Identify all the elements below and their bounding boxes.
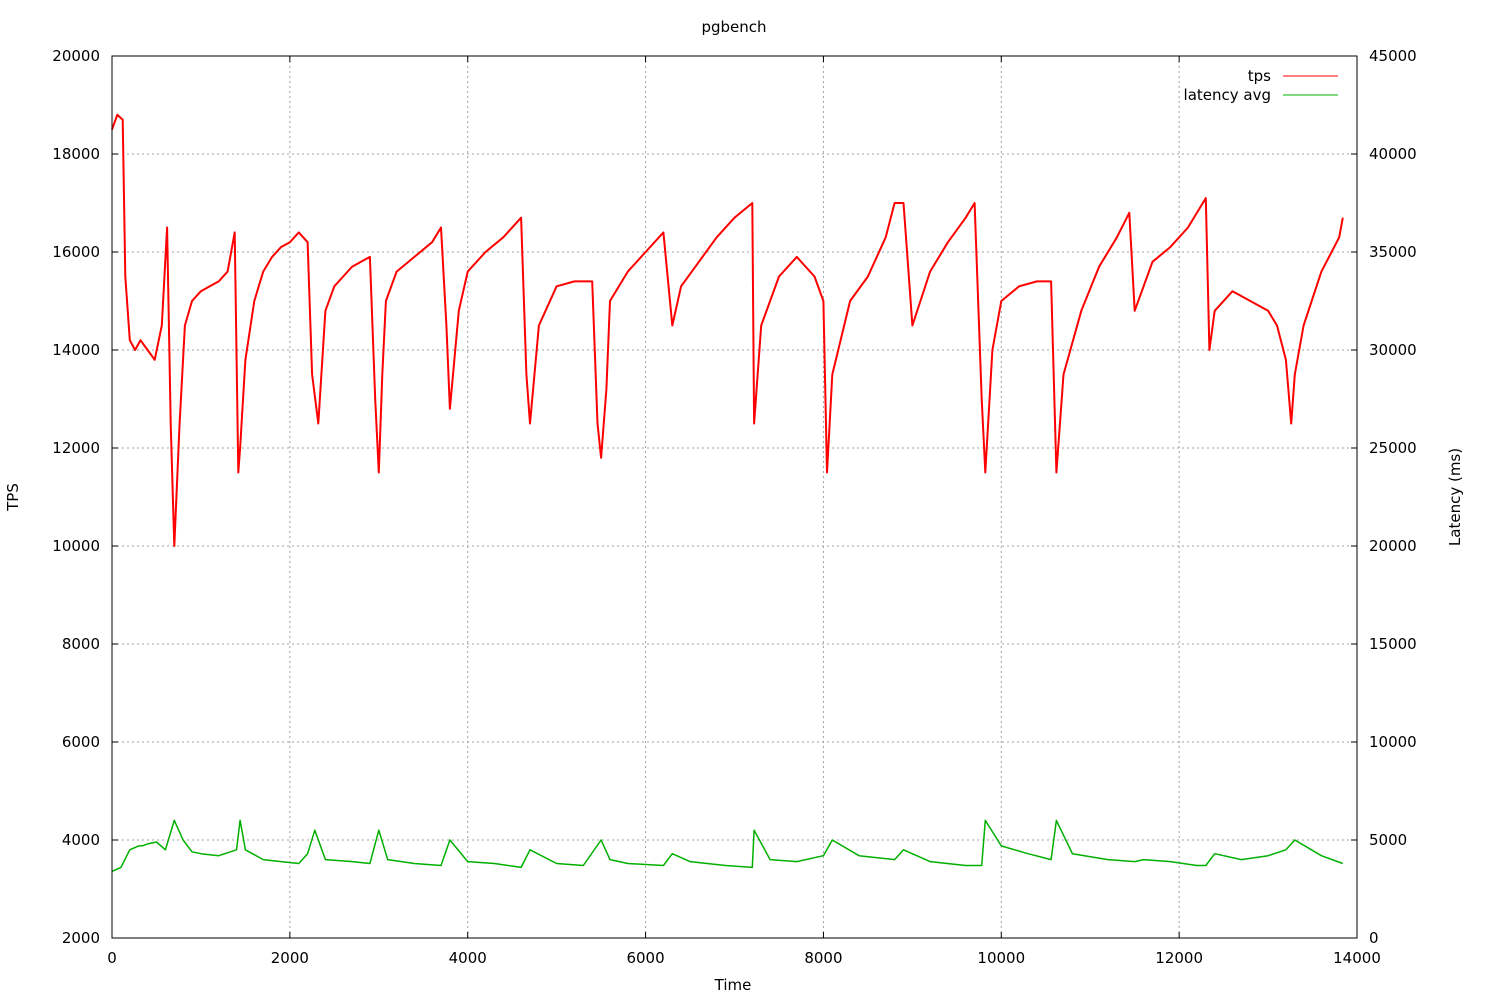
x-tick-label: 14000 [1333,949,1381,967]
y2-tick-label: 10000 [1369,733,1417,751]
y-tick-label: 8000 [62,635,100,653]
x-axis: 0 2000 4000 6000 8000 10000 12000 14000 [107,56,1381,967]
y-tick-label: 18000 [52,145,100,163]
y-tick-label: 10000 [52,537,100,555]
x-tick-label: 0 [107,949,117,967]
x-tick-label: 2000 [271,949,309,967]
x-tick-label: 4000 [449,949,487,967]
y2-tick-label: 0 [1369,929,1379,947]
y-tick-label: 6000 [62,733,100,751]
y-tick-label: 14000 [52,341,100,359]
plot-frame [111,55,1358,939]
grid-lines [112,56,1357,938]
y-axis-label: TPS [4,483,22,512]
y2-tick-label: 40000 [1369,145,1417,163]
y2-tick-label: 35000 [1369,243,1417,261]
y-axis-right: 0 5000 10000 15000 20000 25000 30000 35000 40000… [1351,47,1417,947]
y2-tick-label: 20000 [1369,537,1417,555]
x-tick-label: 10000 [977,949,1025,967]
y-tick-label: 20000 [52,47,100,65]
y2-tick-label: 5000 [1369,831,1407,849]
legend-label-latency: latency avg [1184,86,1271,104]
x-tick-label: 6000 [626,949,664,967]
x-axis-label: Time [714,976,752,994]
y2-axis-label: Latency (ms) [1446,448,1464,546]
series-line-tps [111,113,1344,547]
y-tick-label: 16000 [52,243,100,261]
legend-label-tps: tps [1248,67,1271,85]
legend: tps latency avg [1184,67,1338,104]
y-tick-label: 4000 [62,831,100,849]
y-axis-left: 2000 4000 6000 8000 10000 12000 14000 16000 1800… [52,47,118,947]
y-tick-label: 2000 [62,929,100,947]
y-tick-label: 12000 [52,439,100,457]
y2-tick-label: 15000 [1369,635,1417,653]
series-line-latency-avg [111,819,1344,873]
y2-tick-label: 45000 [1369,47,1417,65]
y2-tick-label: 25000 [1369,439,1417,457]
series-layer [111,113,1344,873]
x-tick-label: 12000 [1155,949,1203,967]
chart-title: pgbench [701,18,766,36]
y2-tick-label: 30000 [1369,341,1417,359]
x-tick-label: 8000 [804,949,842,967]
